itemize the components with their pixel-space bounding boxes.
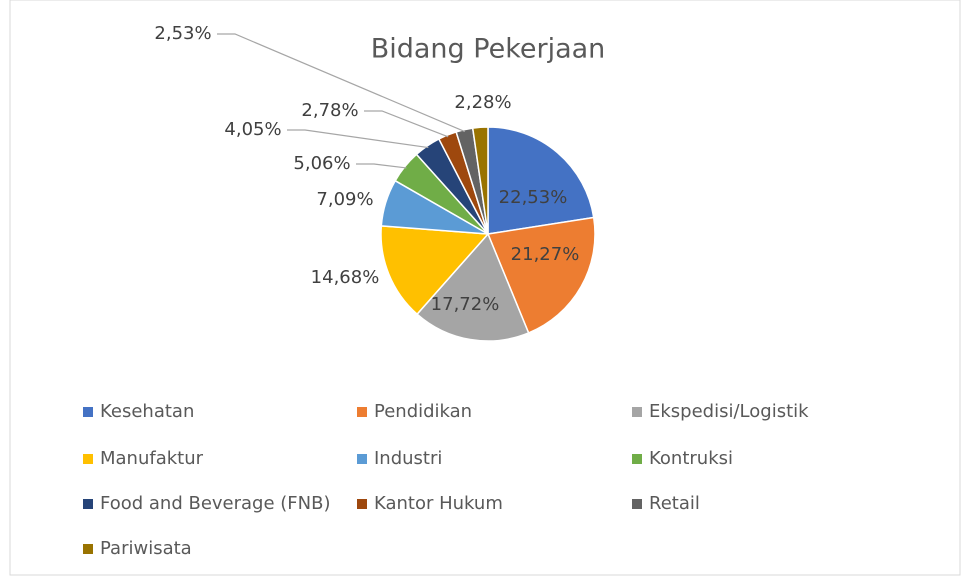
legend-label: Food and Beverage (FNB) xyxy=(100,493,330,514)
pie-slice xyxy=(486,216,596,334)
legend-label: Kantor Hukum xyxy=(374,493,503,514)
legend-label: Pendidikan xyxy=(374,401,472,422)
legend-swatch xyxy=(632,407,642,417)
legend-label: Kesehatan xyxy=(100,401,194,422)
data-label: 5,06% xyxy=(293,153,350,174)
data-label: 22,53% xyxy=(499,187,568,208)
legend-label: Kontruksi xyxy=(649,448,733,469)
pie-slice xyxy=(471,126,489,235)
pie-slice xyxy=(416,232,530,342)
data-label: 7,09% xyxy=(316,189,373,210)
legend-swatch xyxy=(632,454,642,464)
legend-swatch xyxy=(357,407,367,417)
pie-slice xyxy=(380,225,490,316)
legend-swatch xyxy=(357,499,367,509)
data-label: 2,28% xyxy=(454,92,511,113)
data-label: 2,53% xyxy=(154,23,211,44)
legend-swatch xyxy=(83,407,93,417)
legend-swatch xyxy=(83,454,93,464)
legend-swatch xyxy=(83,499,93,509)
legend-label: Ekspedisi/Logistik xyxy=(649,401,809,422)
pie-slice xyxy=(487,126,595,235)
legend-label: Pariwisata xyxy=(100,538,192,559)
data-label: 17,72% xyxy=(431,294,500,315)
chart-title: Bidang Pekerjaan xyxy=(371,34,606,65)
leader-line xyxy=(364,110,449,138)
data-label: 2,78% xyxy=(301,100,358,121)
legend-swatch xyxy=(83,544,93,554)
data-label: 21,27% xyxy=(511,244,580,265)
data-label: 4,05% xyxy=(224,119,281,140)
legend-label: Retail xyxy=(649,493,700,514)
legend-swatch xyxy=(357,454,367,464)
leader-line xyxy=(356,163,407,169)
data-label: 14,68% xyxy=(311,267,380,288)
legend-swatch xyxy=(632,499,642,509)
leader-line xyxy=(287,129,429,149)
legend-label: Manufaktur xyxy=(100,448,204,469)
leader-line xyxy=(217,33,466,133)
legend-label: Industri xyxy=(374,448,442,469)
